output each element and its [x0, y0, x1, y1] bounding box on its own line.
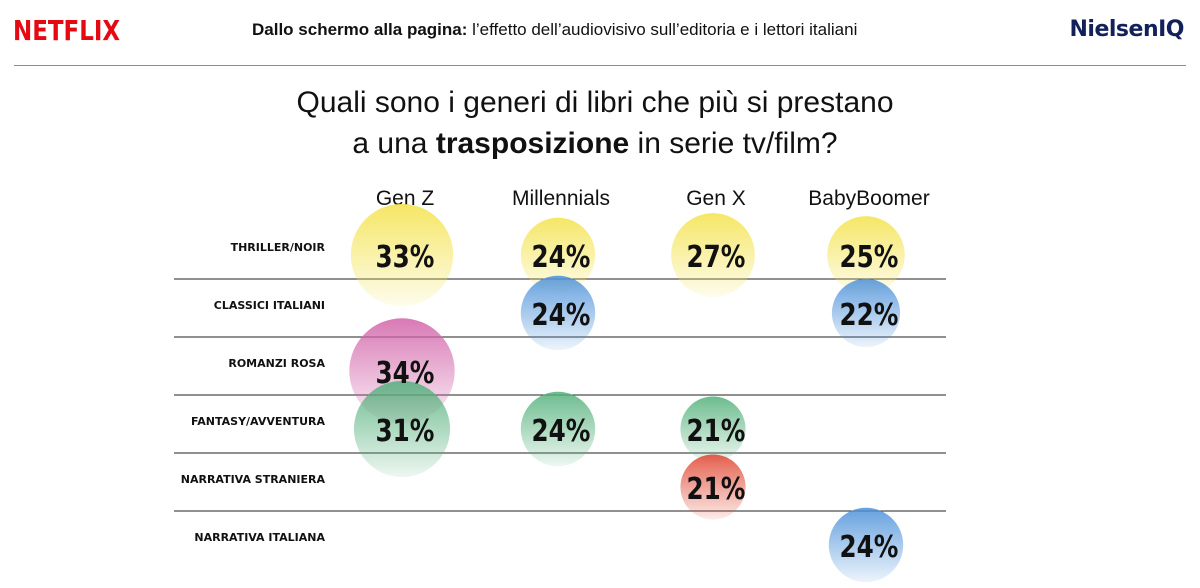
row-label-classici-italiani: CLASSICI ITALIANI [214, 299, 325, 312]
question-line-2-post: in serie tv/film? [629, 127, 838, 160]
column-label-babyboomer: BabyBoomer [808, 187, 929, 210]
value-label-classici-italiani-babyboomer: 22% [840, 299, 899, 333]
row-label-thriller-noir: THRILLER/NOIR [231, 241, 326, 254]
nielseniq-logo: NielsenIQ [1069, 17, 1185, 42]
question-line-2-pre: a una [352, 127, 436, 160]
row-label-romanzi-rosa: ROMANZI ROSA [228, 357, 325, 370]
bubble-thriller-noir-gen-x [671, 213, 755, 297]
bubble-classici-italiani-babyboomer [831, 278, 901, 348]
value-label-fantasy-avventura-gen-x: 21% [687, 415, 746, 449]
question-line-1: Quali sono i generi di libri che più si … [296, 86, 894, 119]
value-label-thriller-noir-gen-x: 27% [687, 241, 746, 275]
value-labels: 33% 24% 27% 25% 24% 22% 34% 31% 24% 21% 21% 24% [376, 241, 899, 565]
header-title: Dallo schermo alla pagina: l’effetto del… [252, 20, 857, 40]
value-label-fantasy-avventura-millennials: 24% [532, 415, 591, 449]
chart-question: Quali sono i generi di libri che più si … [0, 82, 1190, 164]
header-title-bold: Dallo schermo alla pagina: [252, 20, 468, 39]
column-labels: Gen Z Millennials Gen X BabyBoomer [376, 187, 930, 210]
bubble-fantasy-avventura-millennials [520, 391, 596, 467]
value-label-fantasy-avventura-gen-z: 31% [376, 415, 435, 449]
header-divider [14, 65, 1186, 66]
bubble-thriller-noir-gen-z [350, 203, 454, 307]
value-label-romanzi-rosa-gen-z: 34% [376, 357, 435, 391]
value-label-classici-italiani-millennials: 24% [532, 299, 591, 333]
bubble-fantasy-avventura-gen-z [353, 380, 451, 478]
column-label-gen-x: Gen X [686, 187, 746, 210]
netflix-logo: NETFLIX [13, 14, 121, 47]
bubble-narrativa-straniera-gen-x [680, 454, 746, 520]
bubble-thriller-noir-babyboomer [827, 216, 905, 294]
row-labels: THRILLER/NOIR CLASSICI ITALIANI ROMANZI RO… [181, 241, 326, 544]
value-label-narrativa-italiana-babyboomer: 24% [840, 531, 899, 565]
bubbles [349, 203, 905, 583]
value-label-thriller-noir-gen-z: 33% [376, 241, 435, 275]
question-line-2: a una trasposizione in serie tv/film? [0, 123, 1190, 164]
value-label-thriller-noir-babyboomer: 25% [840, 241, 899, 275]
bubble-narrativa-italiana-babyboomer [828, 507, 904, 583]
header-title-rest: l’effetto dell’audiovisivo sull’editoria… [467, 20, 858, 39]
bubble-classici-italiani-millennials [520, 275, 596, 351]
column-label-gen-z: Gen Z [376, 187, 435, 210]
row-label-narrativa-italiana: NARRATIVA ITALIANA [194, 531, 325, 544]
value-label-thriller-noir-millennials: 24% [532, 241, 591, 275]
question-line-2-bold: trasposizione [435, 127, 630, 160]
column-label-millennials: Millennials [512, 187, 610, 210]
row-label-narrativa-straniera: NARRATIVA STRANIERA [181, 473, 326, 486]
bubble-thriller-noir-millennials [520, 217, 596, 293]
row-label-fantasy-avventura: FANTASY/AVVENTURA [191, 415, 325, 428]
bubble-fantasy-avventura-gen-x [680, 396, 746, 462]
header: NETFLIX Dallo schermo alla pagina: l’eff… [0, 0, 1200, 66]
value-label-narrativa-straniera-gen-x: 21% [687, 473, 746, 507]
